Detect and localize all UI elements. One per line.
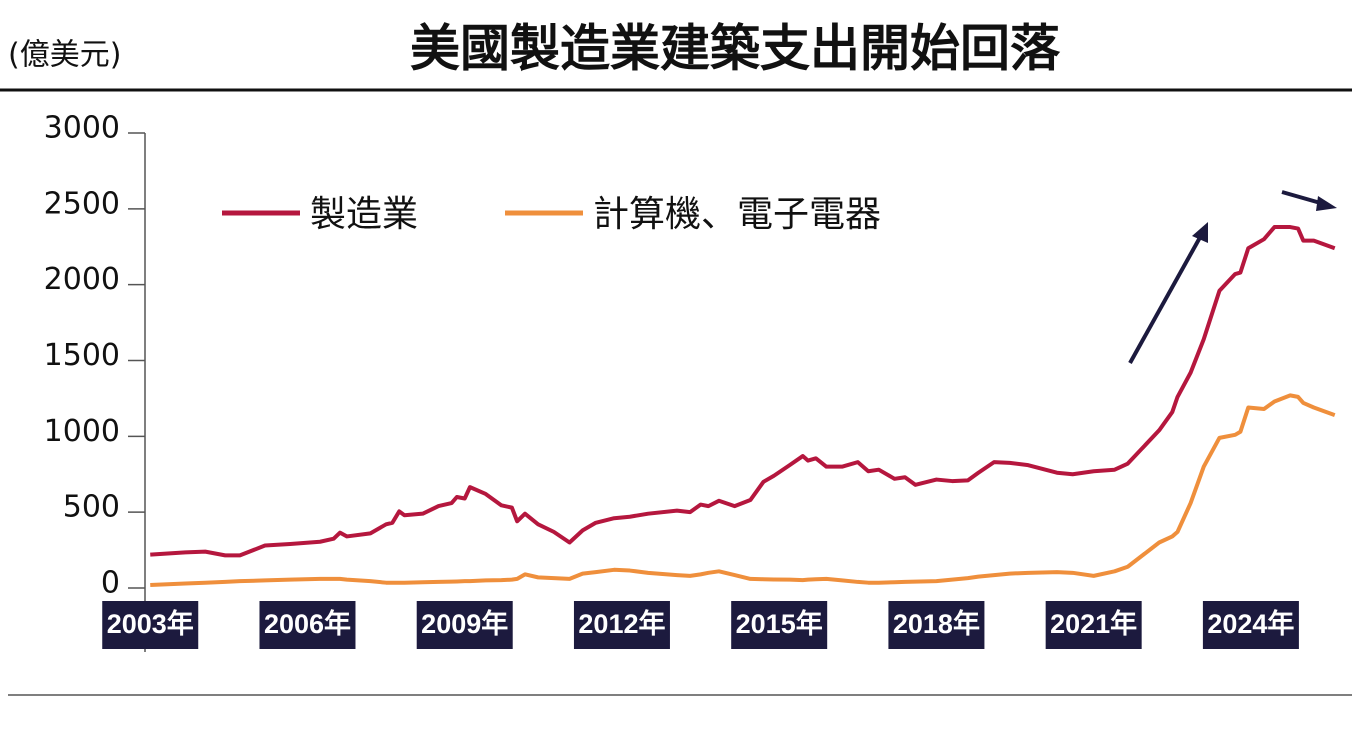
x-tick-label: 2021年 bbox=[1050, 608, 1137, 639]
legend-label: 計算機、電子電器 bbox=[593, 194, 881, 235]
x-tick-box bbox=[573, 601, 670, 649]
arrow-head bbox=[1316, 196, 1337, 211]
x-tick-label: 2006年 bbox=[264, 608, 351, 639]
y-tick-label: 2000 bbox=[44, 262, 120, 297]
x-tick-box bbox=[1202, 601, 1299, 649]
x-tick-label: 2018年 bbox=[893, 608, 980, 639]
x-tick-box bbox=[731, 601, 828, 649]
y-tick-label: 1500 bbox=[44, 338, 120, 373]
arrow bbox=[1128, 231, 1205, 364]
y-tick-label: 500 bbox=[63, 490, 120, 525]
arrow bbox=[1281, 190, 1325, 206]
x-tick-label: 2009年 bbox=[421, 608, 508, 639]
chart-title: 美國製造業建築支出開始回落 bbox=[410, 20, 1061, 78]
unit-label: (億美元) bbox=[8, 38, 121, 73]
x-tick-box bbox=[259, 601, 356, 649]
y-tick-label: 0 bbox=[101, 566, 120, 601]
series-line bbox=[150, 393, 1336, 587]
y-tick-label: 3000 bbox=[44, 111, 120, 146]
x-tick-label: 2015年 bbox=[736, 608, 823, 639]
legend-label: 製造業 bbox=[310, 194, 418, 235]
x-tick-box bbox=[102, 601, 199, 649]
x-tick-label: 2024年 bbox=[1207, 608, 1294, 639]
arrow-head bbox=[1192, 222, 1208, 243]
x-tick-label: 2012年 bbox=[578, 608, 665, 639]
x-tick-box bbox=[888, 601, 985, 649]
y-tick-label: 1000 bbox=[44, 414, 120, 449]
y-tick-label: 2500 bbox=[44, 186, 120, 221]
series-line bbox=[150, 225, 1336, 558]
x-tick-label: 2003年 bbox=[107, 608, 194, 639]
x-tick-box bbox=[416, 601, 513, 649]
x-tick-box bbox=[1045, 601, 1142, 649]
